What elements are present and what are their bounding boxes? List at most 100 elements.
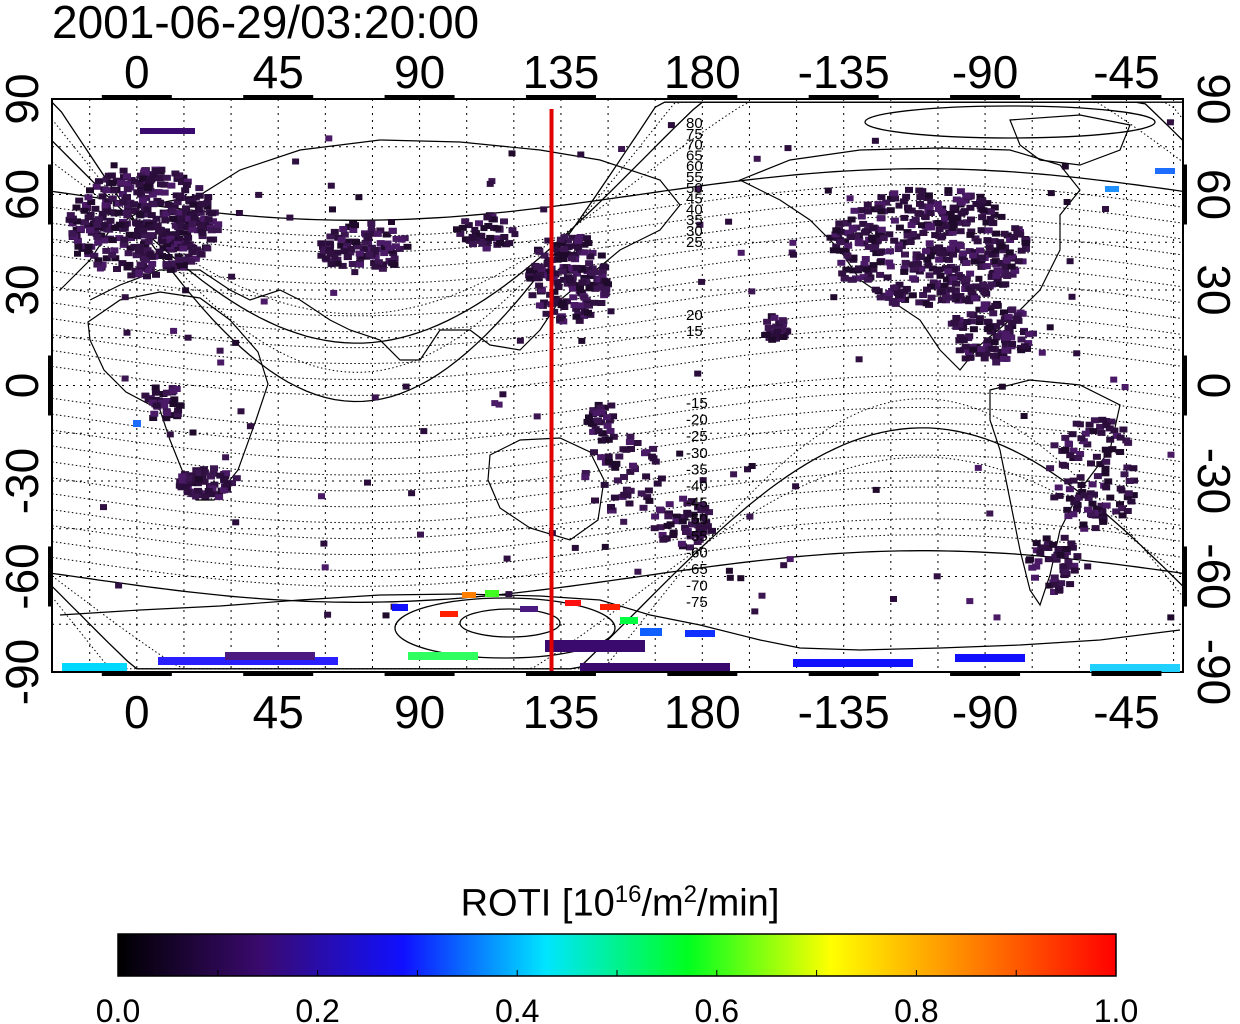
roti-cell (535, 282, 544, 289)
roti-cell (94, 216, 103, 223)
roti-cell (141, 392, 150, 399)
roti-cell (948, 218, 957, 225)
roti-cell (572, 264, 581, 271)
roti-cell (1000, 230, 1009, 237)
roti-cell (155, 226, 164, 233)
roti-cell (613, 477, 622, 484)
roti-cell (359, 246, 368, 252)
roti-cell (530, 269, 539, 276)
roti-cell (1062, 549, 1071, 556)
roti-cell (110, 187, 119, 194)
roti-cell (478, 240, 487, 247)
roti-cell (944, 268, 953, 275)
mlat-contour (52, 311, 1183, 364)
roti-cell (1077, 482, 1086, 488)
roti-cell-scattered (237, 408, 245, 415)
roti-cell (961, 280, 970, 287)
roti-cell (554, 250, 563, 257)
roti-cell (482, 245, 491, 252)
roti-cell (587, 420, 596, 427)
roti-cell (1072, 506, 1081, 513)
roti-cell (1000, 309, 1008, 316)
roti-cell (163, 241, 171, 248)
roti-cell (872, 250, 881, 257)
roti-cell (1063, 506, 1072, 513)
roti-cell (961, 355, 970, 362)
lat-tick-label-right: -30 (1188, 448, 1240, 514)
roti-cell (1008, 253, 1017, 260)
roti-cell (189, 201, 198, 208)
roti-cell (568, 264, 577, 271)
roti-cell (110, 210, 119, 217)
roti-cell (906, 239, 915, 245)
roti-cell (585, 285, 594, 292)
roti-cell (883, 274, 892, 281)
roti-cell (158, 233, 167, 240)
roti-cell (956, 274, 965, 281)
roti-cell (488, 216, 497, 223)
roti-cell (535, 302, 544, 309)
roti-cell (916, 200, 924, 207)
roti-cell (606, 428, 615, 434)
roti-cell (863, 201, 872, 208)
contour-label: -25 (686, 428, 708, 445)
roti-cell (106, 217, 115, 224)
roti-cell (771, 332, 780, 339)
roti-cell (584, 240, 593, 246)
roti-cell (1123, 508, 1132, 514)
roti-cell-scattered (331, 253, 339, 260)
roti-cell-scattered (471, 226, 479, 233)
contour-label: 50 (686, 180, 703, 197)
roti-cell (175, 482, 184, 489)
roti-cell (139, 227, 148, 234)
roti-cell (148, 219, 157, 226)
roti-cell (390, 261, 399, 268)
roti-cell (219, 487, 228, 494)
roti-cell (678, 518, 687, 525)
lat-tick-label-left: 30 (0, 264, 48, 315)
roti-cell (576, 302, 585, 309)
roti-cell (887, 195, 895, 202)
lon-tick-label-top: -135 (798, 46, 890, 98)
roti-cell (683, 500, 692, 507)
roti-cell (352, 239, 360, 245)
lat-tick-label-right: -90 (1188, 639, 1240, 705)
roti-cell-scattered (986, 510, 994, 517)
roti-cell (203, 203, 212, 210)
roti-cell (997, 243, 1006, 250)
roti-cell (575, 317, 584, 324)
roti-cell (115, 235, 124, 242)
roti-cell-scattered (634, 568, 642, 575)
mlat-contour (52, 101, 1183, 403)
lon-tick-label-bottom: 90 (394, 686, 445, 738)
roti-cell (708, 527, 716, 534)
roti-cell (1069, 447, 1078, 454)
roti-cell-scattered (123, 329, 131, 336)
roti-cell (1070, 567, 1079, 574)
roti-cell (970, 258, 979, 265)
mlat-contour (52, 200, 1183, 253)
roti-cell (1092, 506, 1101, 513)
coastline-antarctica (59, 593, 1181, 651)
roti-cell (875, 232, 884, 239)
roti-cell (181, 483, 190, 490)
roti-cell (354, 243, 363, 250)
roti-cell (136, 261, 145, 268)
roti-cell (1044, 545, 1053, 551)
roti-cell (941, 294, 950, 301)
roti-cell (525, 272, 534, 279)
roti-cell (1013, 312, 1022, 319)
lon-tick-label-top: 45 (253, 46, 304, 98)
roti-cell (123, 194, 131, 201)
roti-cell (144, 396, 153, 403)
roti-cell (558, 255, 567, 261)
roti-cell (692, 531, 701, 538)
roti-cell (693, 539, 702, 545)
roti-cell (176, 402, 185, 409)
roti-cell (496, 240, 505, 246)
roti-cell (543, 261, 552, 268)
roti-cell (1004, 313, 1013, 320)
roti-cell (581, 470, 590, 476)
contour-label: 70 (686, 137, 703, 154)
roti-cell (158, 238, 167, 245)
